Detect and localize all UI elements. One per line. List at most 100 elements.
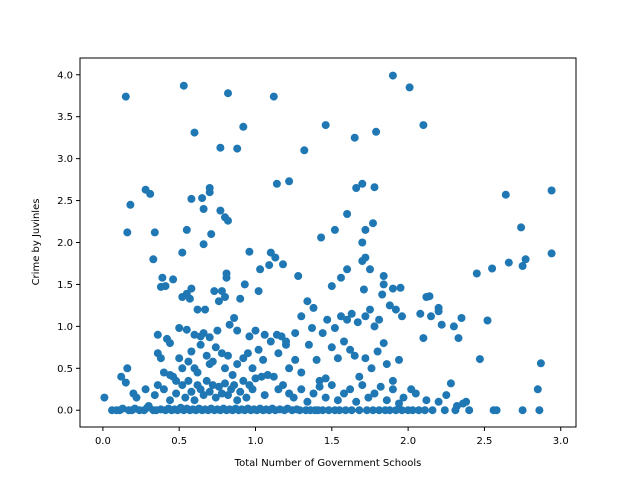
- data-point: [211, 393, 220, 402]
- data-point: [391, 406, 400, 415]
- data-point: [321, 393, 330, 402]
- data-point: [225, 320, 234, 329]
- y-tick-label: 3.5: [57, 112, 73, 123]
- data-point: [166, 396, 174, 405]
- data-point: [483, 316, 492, 325]
- data-point: [196, 340, 205, 349]
- data-point: [457, 314, 466, 322]
- data-point: [146, 189, 155, 198]
- data-point: [361, 354, 370, 363]
- data-point: [370, 183, 379, 192]
- data-point: [254, 287, 263, 296]
- data-point: [291, 355, 300, 364]
- data-point: [362, 406, 371, 415]
- data-point: [416, 309, 425, 318]
- data-point: [236, 387, 245, 396]
- data-point: [408, 406, 417, 415]
- data-point: [248, 385, 257, 394]
- data-point: [257, 372, 266, 381]
- x-axis-ticks: 0.0 0.5 1.0 1.5 2.0 2.5 3.0: [95, 427, 569, 447]
- data-point: [333, 396, 342, 405]
- data-point: [207, 230, 216, 239]
- data-point: [228, 371, 237, 379]
- data-point: [126, 200, 135, 209]
- data-point: [178, 248, 187, 257]
- data-point: [256, 265, 265, 274]
- data-point: [193, 368, 202, 377]
- data-point: [224, 216, 232, 225]
- data-point: [158, 273, 167, 282]
- data-point: [123, 364, 132, 373]
- data-point: [446, 379, 455, 388]
- x-tick-label: 0.5: [171, 436, 187, 447]
- data-point: [379, 339, 388, 348]
- data-point: [419, 334, 428, 343]
- y-tick-label: 0.0: [57, 406, 73, 417]
- data-point: [217, 287, 226, 296]
- data-point: [385, 301, 394, 310]
- data-point: [373, 347, 382, 356]
- data-point: [318, 406, 327, 415]
- x-tick-label: 2.0: [400, 436, 416, 447]
- data-point: [205, 188, 214, 197]
- data-point: [420, 406, 429, 415]
- data-point: [317, 233, 326, 242]
- data-point: [217, 389, 226, 398]
- data-point: [182, 325, 191, 334]
- data-point: [221, 364, 229, 373]
- data-point: [347, 406, 356, 415]
- data-point: [149, 255, 158, 264]
- data-point: [303, 397, 312, 406]
- data-point: [309, 303, 318, 312]
- data-point: [385, 406, 394, 415]
- data-point: [222, 273, 231, 282]
- data-point: [240, 280, 249, 289]
- data-point: [535, 406, 544, 415]
- data-point: [398, 312, 406, 321]
- data-point: [378, 290, 387, 299]
- data-point: [179, 81, 188, 90]
- data-point: [315, 382, 324, 391]
- data-point: [411, 389, 420, 398]
- data-point: [382, 396, 391, 405]
- data-point: [297, 368, 306, 377]
- data-point: [367, 364, 376, 373]
- data-point: [517, 223, 526, 232]
- data-point: [274, 349, 283, 358]
- data-point: [224, 89, 232, 98]
- data-point: [285, 364, 294, 373]
- data-point: [242, 393, 251, 402]
- data-point: [233, 396, 242, 405]
- data-point: [396, 283, 405, 292]
- data-point: [123, 228, 132, 237]
- data-point: [388, 385, 397, 394]
- data-point: [547, 186, 556, 195]
- data-point: [379, 272, 388, 280]
- data-point: [289, 393, 298, 402]
- data-point: [205, 333, 214, 342]
- data-point: [150, 391, 159, 400]
- data-point: [117, 372, 126, 381]
- data-point: [233, 360, 242, 369]
- data-point: [422, 396, 431, 405]
- data-point: [347, 309, 356, 318]
- data-point: [251, 326, 260, 335]
- data-point: [184, 357, 193, 366]
- data-point: [260, 391, 269, 400]
- data-point: [343, 210, 352, 218]
- data-point: [230, 381, 239, 390]
- data-point: [118, 404, 127, 413]
- data-point: [259, 355, 268, 364]
- data-point: [333, 354, 342, 363]
- data-point: [395, 399, 403, 408]
- data-point: [341, 406, 350, 415]
- data-point: [465, 406, 474, 415]
- data-point: [472, 269, 481, 278]
- data-point: [518, 406, 527, 415]
- y-tick-label: 3.0: [57, 154, 73, 165]
- data-point: [451, 406, 460, 415]
- data-point: [312, 355, 321, 364]
- data-point: [442, 391, 451, 400]
- data-point: [159, 385, 168, 394]
